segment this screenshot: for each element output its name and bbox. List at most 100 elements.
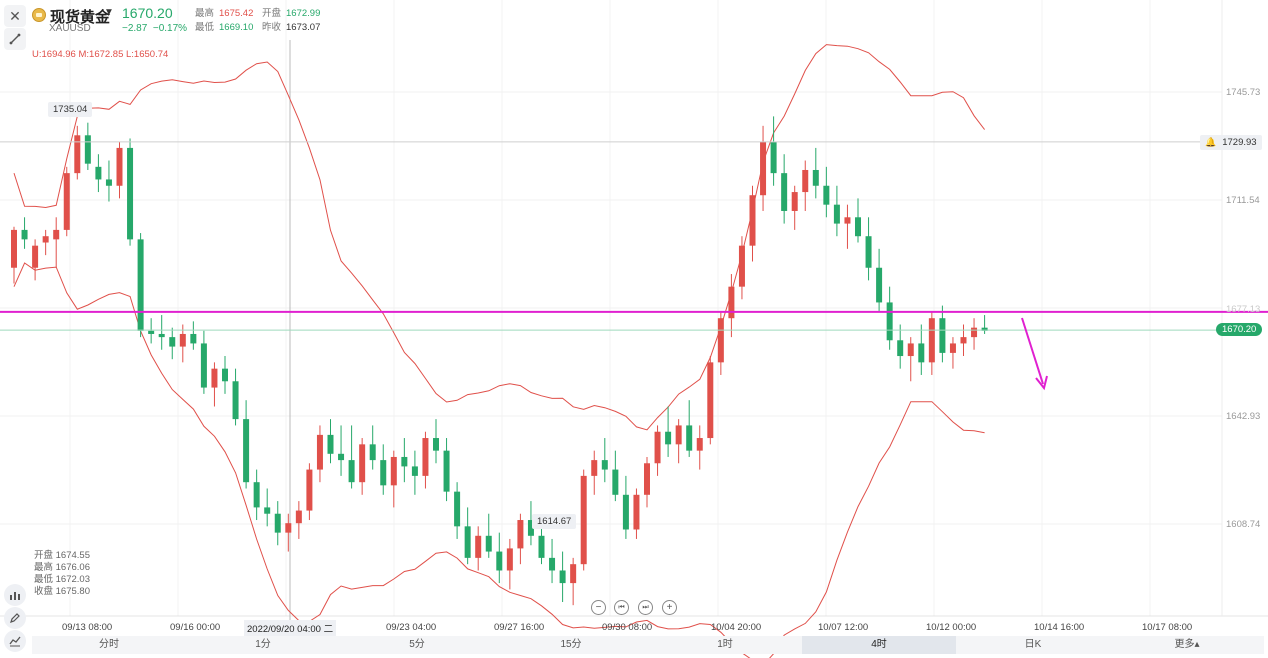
candle-body <box>253 482 260 508</box>
upper-band <box>13 44 985 431</box>
candle-body <box>876 267 883 303</box>
time-axis-label: 10/14 16:00 <box>1034 622 1085 633</box>
price-axis-label: 1711.54 <box>1226 195 1260 206</box>
time-axis-label: 10/12 00:00 <box>926 622 977 633</box>
candle-body <box>738 245 745 287</box>
candle-body <box>179 333 186 347</box>
candle-body <box>833 204 840 224</box>
stat-open: 开盘 1672.99 <box>262 8 321 19</box>
zoom-in-button[interactable]: + <box>662 600 677 615</box>
candle-body <box>116 147 123 186</box>
candle-body <box>359 444 366 483</box>
candle-body <box>53 229 60 240</box>
candle-body <box>285 523 292 533</box>
candle-body <box>781 173 788 211</box>
candle-body <box>644 463 650 495</box>
candle-body <box>633 494 640 530</box>
candle-body <box>475 535 482 558</box>
candle-body <box>84 135 91 164</box>
candle-body <box>665 431 672 445</box>
price-axis-label: 1745.73 <box>1226 87 1261 98</box>
candle-body <box>464 526 471 558</box>
candle-body <box>338 453 345 461</box>
candle-body <box>232 381 239 420</box>
candle-body <box>74 135 81 174</box>
pencil-icon[interactable] <box>4 607 26 629</box>
price-axis-label: 1608.74 <box>1226 519 1261 530</box>
candle-body <box>42 236 49 243</box>
tab-15min[interactable]: 15分 <box>560 639 582 650</box>
price-axis-label: 1642.93 <box>1226 411 1261 422</box>
candle-body <box>802 169 809 193</box>
candle-body <box>105 179 112 186</box>
time-axis-label: 09/13 08:00 <box>62 622 113 633</box>
close-icon[interactable]: ✕ <box>4 5 26 27</box>
symbol-name[interactable]: 现货黄金 <box>50 9 111 26</box>
candle-body <box>928 318 935 363</box>
candle-body <box>200 343 207 388</box>
bollinger-bands <box>13 44 985 658</box>
crosshair-time-label: 2022/09/20 04:00 二 <box>244 620 337 636</box>
candle-body <box>390 456 397 486</box>
candle-body <box>559 570 566 584</box>
candle-body <box>348 460 355 483</box>
candle-body <box>591 460 598 476</box>
candle-body <box>918 343 925 363</box>
scroll-end-button[interactable]: ⏭ <box>638 600 653 615</box>
candle-body <box>622 494 629 530</box>
ohlc-open: 开盘 1674.55 <box>34 550 90 561</box>
tab-1hour[interactable]: 1时 <box>717 639 733 650</box>
candle-body <box>295 510 302 524</box>
candle-body <box>612 469 619 495</box>
tab-more[interactable]: 更多▴ <box>1174 639 1200 650</box>
candlestick-series <box>11 116 988 606</box>
candle-body <box>137 239 144 331</box>
indicator-icon[interactable] <box>4 584 26 606</box>
candle-body <box>158 333 165 338</box>
candle-body <box>422 438 429 476</box>
candle-body <box>728 286 735 319</box>
candle-body <box>401 456 408 467</box>
scroll-start-button[interactable]: ⏮ <box>614 600 629 615</box>
candle-body <box>939 318 946 353</box>
tab-4hour[interactable]: 4时 <box>802 636 956 654</box>
candle-body <box>443 450 450 492</box>
price-alert-tag[interactable]: 🔔 1729.93 <box>1200 135 1262 150</box>
time-axis-label: 09/27 16:00 <box>494 622 545 633</box>
trend-icon[interactable] <box>4 630 26 652</box>
candle-body <box>190 333 197 344</box>
candle-body <box>549 557 556 571</box>
chevron-down-icon[interactable]: ▼ <box>104 7 114 18</box>
candle-body <box>907 343 914 357</box>
lower-band <box>13 262 985 658</box>
tab-daily[interactable]: 日K <box>1024 639 1042 650</box>
time-axis-label: 10/04 20:00 <box>711 622 762 633</box>
period-tabs: 分时 1分 5分 15分 1时 4时 日K 更多▴ <box>32 636 1264 654</box>
draw-line-icon[interactable] <box>4 28 26 50</box>
candle-body <box>148 330 155 334</box>
tab-5min[interactable]: 5分 <box>409 639 425 650</box>
candle-body <box>749 195 756 246</box>
tab-intraday[interactable]: 分时 <box>99 639 119 650</box>
candle-body <box>306 469 313 511</box>
candle-body <box>411 466 418 476</box>
candle-body <box>823 185 830 205</box>
candle-body <box>654 431 661 464</box>
candle-body <box>316 434 323 470</box>
candle-body <box>506 548 513 571</box>
time-axis-label: 10/07 12:00 <box>818 622 869 633</box>
ohlc-high: 最高 1676.06 <box>34 562 90 573</box>
candle-body <box>11 229 17 268</box>
tab-1min[interactable]: 1分 <box>255 639 271 650</box>
candle-body <box>63 173 70 230</box>
candle-body <box>686 425 693 451</box>
zoom-out-button[interactable]: − <box>591 600 606 615</box>
candle-body <box>380 460 387 486</box>
projection-arrow <box>1021 317 1044 385</box>
candle-body <box>886 302 893 341</box>
candle-body <box>601 460 608 470</box>
candle-body <box>949 343 956 353</box>
candle-body <box>517 520 524 549</box>
